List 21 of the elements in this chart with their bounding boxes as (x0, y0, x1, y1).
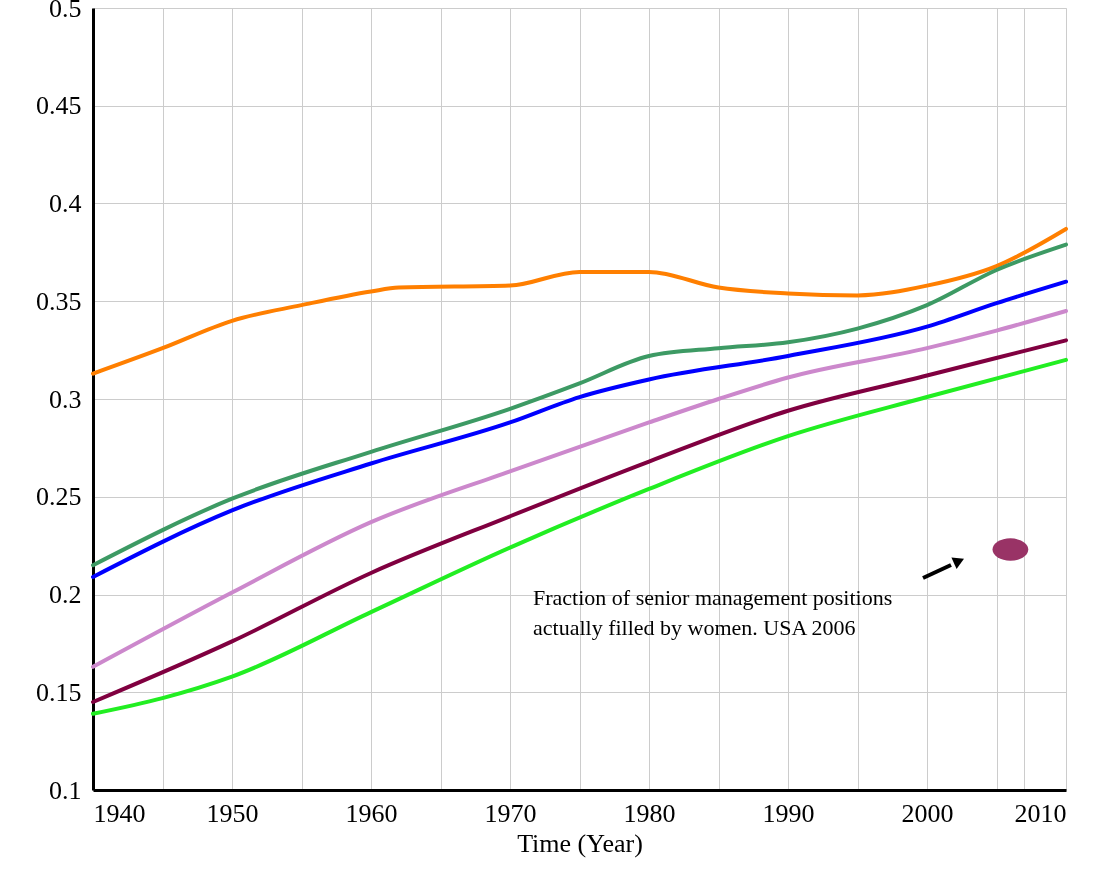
x-axis-title: Time (Year) (517, 828, 643, 858)
x-tick-label: 1990 (762, 798, 815, 828)
line-series (91, 226, 1068, 376)
y-tick-label: 0.4 (49, 189, 82, 218)
line-series (91, 309, 1068, 669)
x-tick-label: 2010 (1014, 798, 1067, 828)
y-tick-label: 0.15 (36, 677, 82, 707)
y-tick-label: 0.25 (36, 482, 82, 512)
x-tick-label: 1970 (484, 798, 537, 828)
x-tick-label: 1980 (623, 798, 676, 828)
y-tick-label: 0.2 (49, 580, 82, 609)
x-tick-label: 1960 (345, 798, 398, 828)
y-tick-label: 0.35 (36, 286, 82, 316)
y-tick-label: 0.45 (36, 91, 82, 121)
x-tick-label: 1940 (93, 798, 146, 828)
x-tick-label: 1950 (206, 798, 259, 828)
annotation: Fraction of senior management positions actually filled by women. USA 2006 (533, 585, 893, 640)
y-tick-label: 0.1 (49, 775, 82, 805)
y-tick-label: 0.3 (49, 384, 82, 414)
x-tick-label: 2000 (901, 798, 954, 828)
y-tick-label: 0.5 (49, 0, 82, 23)
